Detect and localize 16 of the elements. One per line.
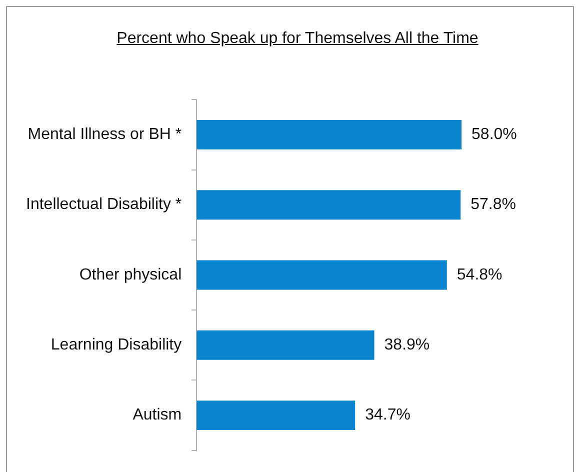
data-label: 58.0%: [472, 126, 517, 144]
data-label: 34.7%: [365, 406, 410, 424]
bar: [196, 190, 461, 220]
y-tick-label: Autism: [132, 406, 182, 424]
bar: [196, 400, 356, 430]
y-tick-label: Intellectual Disability *: [26, 196, 182, 214]
data-label: 38.9%: [384, 336, 430, 354]
chart-title: Percent who Speak up for Themselves All the Time: [116, 29, 480, 49]
y-tick-label: Learning Disability: [50, 336, 182, 354]
bar: [196, 120, 462, 150]
bar: [196, 260, 447, 290]
y-tick-label: Mental Illness or BH *: [28, 126, 182, 144]
y-tick-label: Other physical: [79, 266, 182, 284]
data-label: 54.8%: [456, 266, 502, 284]
bar: [196, 330, 374, 360]
data-label: 57.8%: [470, 196, 516, 214]
